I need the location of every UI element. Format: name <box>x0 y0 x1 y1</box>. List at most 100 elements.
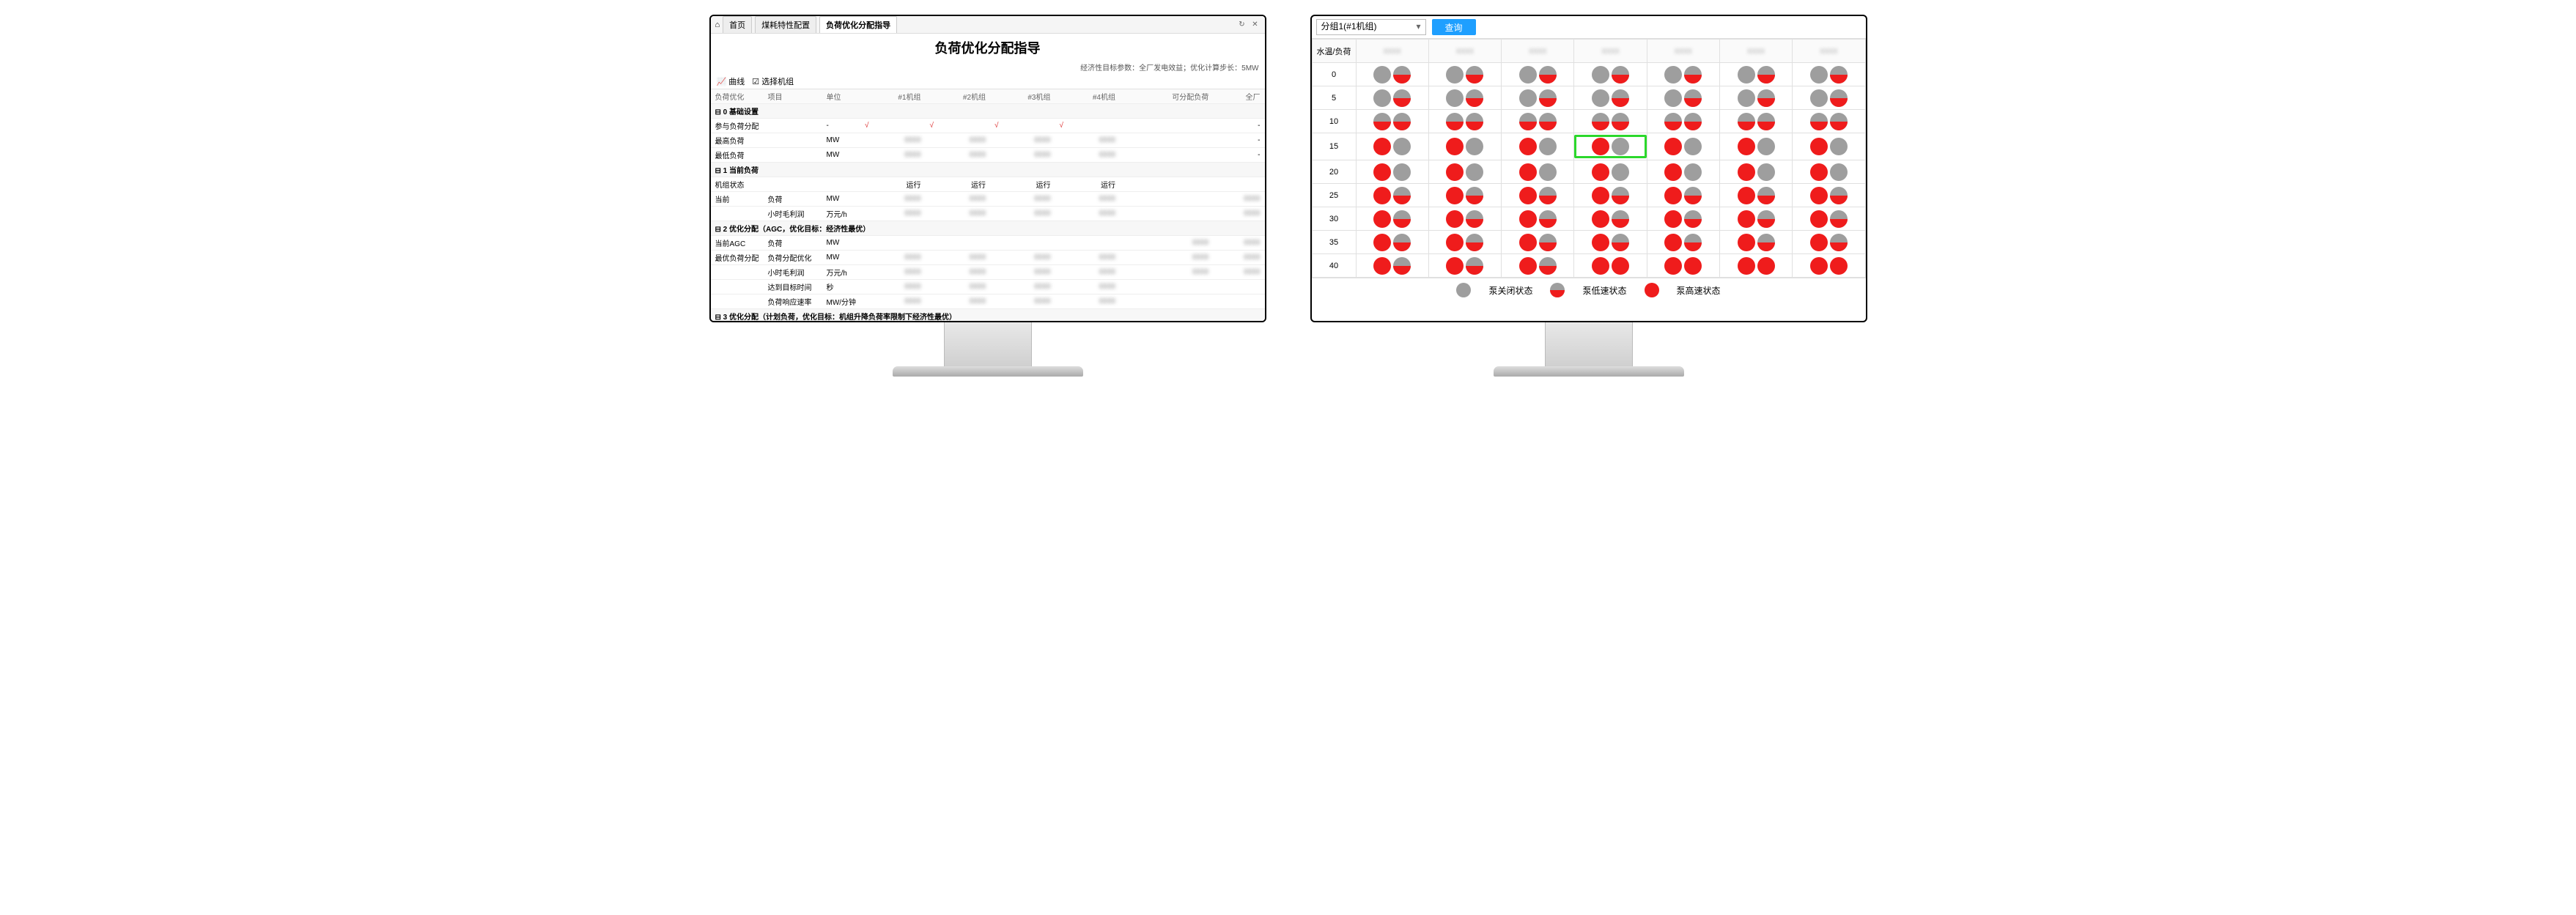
pump-off-icon <box>1810 89 1828 107</box>
pump-full-icon <box>1446 187 1464 204</box>
grid-cell <box>1793 110 1865 133</box>
pump-off-icon <box>1393 163 1411 181</box>
pump-half-icon <box>1757 234 1775 251</box>
pump-half-icon <box>1466 89 1483 107</box>
pump-off-icon <box>1592 66 1609 84</box>
section-row: ⊟ 2 优化分配（AGC，优化目标：经济性最优） <box>711 221 1265 236</box>
legend: 泵关闭状态 泵低速状态 泵高速状态 <box>1312 278 1866 302</box>
refresh-icon[interactable]: ↻ <box>1237 20 1247 30</box>
pump-half-icon <box>1612 187 1629 204</box>
grid-cell <box>1428 63 1501 86</box>
grid-cell <box>1719 184 1792 207</box>
pump-half-icon <box>1684 234 1702 251</box>
grid-cell <box>1793 160 1865 184</box>
pump-off-icon <box>1466 138 1483 155</box>
pump-full-icon <box>1664 138 1682 155</box>
pump-full-icon <box>1519 210 1537 228</box>
pump-full-icon <box>1446 234 1464 251</box>
pump-off-icon <box>1519 89 1537 107</box>
close-icon[interactable]: ✕ <box>1250 20 1261 30</box>
table-header-row: 负荷优化 项目 单位 #1机组 #2机组 #3机组 #4机组 可分配负荷 全厂 <box>711 89 1265 104</box>
pump-full-icon <box>1810 234 1828 251</box>
legend-full-label: 泵高速状态 <box>1677 284 1721 297</box>
section-row: ⊟ 0 基础设置 <box>711 104 1265 119</box>
tab-home[interactable]: 首页 <box>723 16 752 33</box>
pump-half-icon <box>1466 257 1483 275</box>
curve-button[interactable]: 📈 曲线 <box>717 75 745 87</box>
load-table: 负荷优化 项目 单位 #1机组 #2机组 #3机组 #4机组 可分配负荷 全厂 … <box>711 89 1265 322</box>
grid-cell <box>1574 86 1647 110</box>
grid-cell <box>1356 110 1428 133</box>
tab-coal[interactable]: 煤耗特性配置 <box>755 16 816 33</box>
pump-half-icon <box>1810 113 1828 130</box>
pump-half-icon <box>1664 113 1682 130</box>
pump-full-icon <box>1738 163 1755 181</box>
query-button[interactable]: 查询 <box>1432 19 1476 35</box>
grid-cell <box>1356 160 1428 184</box>
grid-cell <box>1793 133 1865 160</box>
pump-full-icon <box>1592 187 1609 204</box>
grid-cell <box>1502 184 1574 207</box>
pump-full-icon <box>1373 163 1391 181</box>
grid-cell <box>1502 133 1574 160</box>
pump-off-icon <box>1830 138 1848 155</box>
select-button[interactable]: ☑ 选择机组 <box>752 75 794 87</box>
grid-cell <box>1428 160 1501 184</box>
pump-full-icon <box>1810 163 1828 181</box>
grid-row: 30 <box>1312 207 1865 231</box>
pump-off-icon <box>1757 163 1775 181</box>
table-scroll[interactable]: 负荷优化 项目 单位 #1机组 #2机组 #3机组 #4机组 可分配负荷 全厂 … <box>711 89 1265 322</box>
pump-full-icon <box>1592 234 1609 251</box>
pump-half-icon <box>1393 257 1411 275</box>
row-header: 25 <box>1312 184 1356 207</box>
grid-cell <box>1356 133 1428 160</box>
pump-off-icon <box>1393 138 1411 155</box>
pump-half-icon <box>1539 187 1557 204</box>
grid-cell <box>1719 254 1792 278</box>
grid-cell <box>1719 160 1792 184</box>
pump-full-icon <box>1664 163 1682 181</box>
pump-full-icon <box>1519 138 1537 155</box>
table-row: 小时毛利润万元/h000000000000000000000000 <box>711 265 1265 280</box>
pump-full-icon <box>1757 257 1775 275</box>
pump-half-icon <box>1830 113 1848 130</box>
table-row: 最高负荷MW0000000000000000- <box>711 133 1265 148</box>
grid-cell <box>1574 254 1647 278</box>
home-icon[interactable]: ⌂ <box>715 21 720 29</box>
pump-off-icon <box>1446 89 1464 107</box>
pump-half-icon <box>1393 89 1411 107</box>
grid-cell <box>1647 207 1719 231</box>
col-header: XXXX <box>1428 40 1501 63</box>
pump-full-icon <box>1738 210 1755 228</box>
pump-half-icon <box>1466 210 1483 228</box>
col-u3: #3机组 <box>990 89 1055 104</box>
pump-half-icon <box>1466 187 1483 204</box>
grid-cell <box>1356 86 1428 110</box>
grid-cell <box>1647 160 1719 184</box>
pump-full-icon <box>1810 257 1828 275</box>
pump-full-icon <box>1446 138 1464 155</box>
pump-full-icon <box>1446 210 1464 228</box>
legend-off-label: 泵关闭状态 <box>1488 284 1532 297</box>
topbar: 分组1(#1机组) 查询 <box>1312 16 1866 39</box>
pump-off-icon <box>1738 66 1755 84</box>
grid-cell <box>1719 86 1792 110</box>
grid-cell <box>1574 231 1647 254</box>
grid-cell <box>1356 231 1428 254</box>
pump-half-icon <box>1738 113 1755 130</box>
pump-full-icon <box>1373 187 1391 204</box>
grid-cell <box>1502 63 1574 86</box>
grid-cell <box>1428 86 1501 110</box>
pump-half-icon <box>1757 113 1775 130</box>
pump-full-icon <box>1738 138 1755 155</box>
grid-cell <box>1647 110 1719 133</box>
pump-half-icon <box>1612 66 1629 84</box>
pump-half-icon <box>1592 113 1609 130</box>
pump-half-icon <box>1612 234 1629 251</box>
group-select[interactable]: 分组1(#1机组) <box>1316 19 1426 35</box>
grid-cell <box>1574 110 1647 133</box>
table-row: 最低负荷MW0000000000000000- <box>711 148 1265 163</box>
pump-full-icon <box>1612 257 1629 275</box>
col-header: XXXX <box>1793 40 1865 63</box>
tab-load-active[interactable]: 负荷优化分配指导 <box>819 16 897 33</box>
